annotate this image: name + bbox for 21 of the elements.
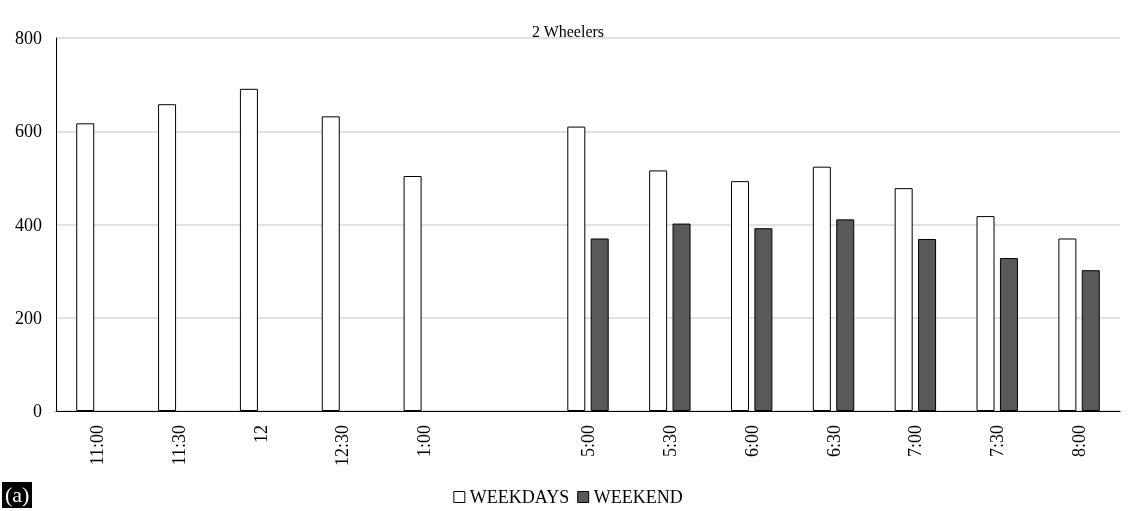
x-tick-label: 7:00 <box>905 425 926 458</box>
x-tick-label: 6:30 <box>823 425 844 458</box>
x-tick-label: 12 <box>250 425 271 443</box>
x-tick-label: 1:00 <box>414 425 435 458</box>
x-tick-label: 5:30 <box>659 425 680 458</box>
y-tick-label: 600 <box>15 121 42 142</box>
y-tick-label: 0 <box>33 401 42 421</box>
chart-title: 2 Wheelers <box>531 22 605 40</box>
y-tick-label: 800 <box>15 28 42 48</box>
legend-label: WEEKEND <box>593 487 683 507</box>
x-tick-label: 12:30 <box>332 425 353 467</box>
x-tick-label: 11:30 <box>168 425 189 466</box>
y-tick-label: 400 <box>15 214 42 235</box>
x-tick-label: 7:30 <box>987 425 1008 458</box>
x-tick-label: 8:00 <box>1069 425 1090 458</box>
x-tick-label: 6:00 <box>741 425 762 458</box>
x-tick-label: 5:00 <box>578 425 598 458</box>
y-tick-label: 200 <box>15 307 42 328</box>
text: (a) <box>2 482 33 508</box>
x-tick-label: 11:00 <box>86 425 107 466</box>
legend-label: WEEKDAYS <box>469 487 570 507</box>
